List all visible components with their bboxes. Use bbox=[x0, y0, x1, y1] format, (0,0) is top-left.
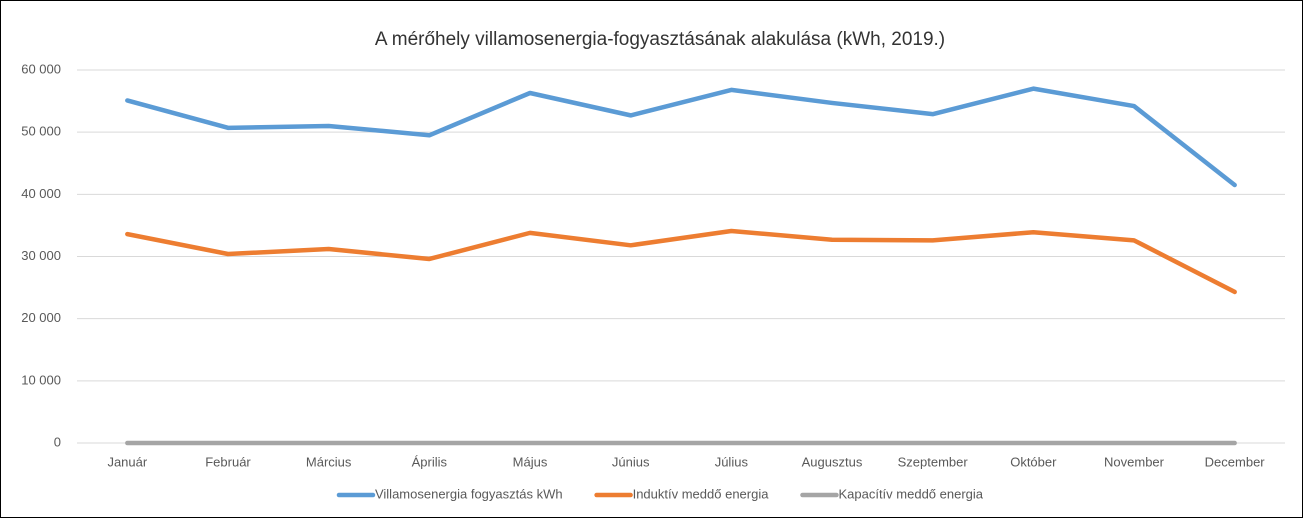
y-tick-label: 20 000 bbox=[21, 310, 61, 325]
chart-title: A mérőhely villamosenergia-fogyasztásána… bbox=[375, 29, 945, 50]
y-tick-label: 60 000 bbox=[21, 61, 61, 76]
y-tick-label: 30 000 bbox=[21, 248, 61, 263]
y-tick-label: 40 000 bbox=[21, 186, 61, 201]
x-tick-label: Február bbox=[205, 454, 251, 469]
x-tick-label: Június bbox=[612, 454, 650, 469]
x-tick-label: November bbox=[1104, 454, 1165, 469]
x-tick-label: Szeptember bbox=[898, 454, 969, 469]
y-tick-label: 10 000 bbox=[21, 372, 61, 387]
legend-label: Villamosenergia fogyasztás kWh bbox=[375, 486, 563, 501]
legend-label: Induktív meddő energia bbox=[633, 486, 770, 501]
x-tick-label: Május bbox=[513, 454, 548, 469]
x-tick-label: Október bbox=[1010, 454, 1057, 469]
x-tick-label: Július bbox=[715, 454, 749, 469]
series-line bbox=[125, 228, 1237, 295]
legend-label: Kapacítív meddő energia bbox=[838, 486, 983, 501]
x-tick-label: Január bbox=[107, 454, 147, 469]
x-tick-label: Március bbox=[306, 454, 352, 469]
series-line bbox=[125, 86, 1237, 188]
y-tick-label: 0 bbox=[54, 434, 61, 449]
x-tick-label: Augusztus bbox=[802, 454, 863, 469]
y-tick-label: 50 000 bbox=[21, 124, 61, 139]
x-tick-label: December bbox=[1205, 454, 1266, 469]
x-tick-label: Április bbox=[412, 454, 448, 469]
